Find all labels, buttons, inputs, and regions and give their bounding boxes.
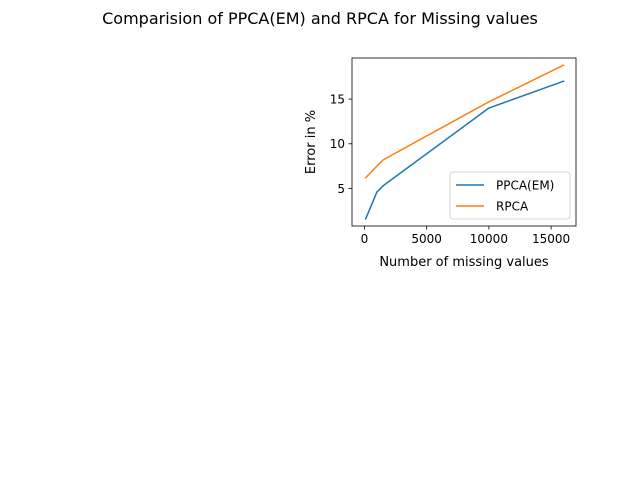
x-tick-label: 5000: [411, 232, 442, 246]
x-axis-label: Number of missing values: [379, 255, 549, 270]
figure-title: Comparision of PPCA(EM) and RPCA for Mis…: [102, 9, 538, 28]
axes: 0 5000 10000 15000 5 10 15 Number of missing …: [304, 57, 577, 270]
series-line-2: [364, 64, 565, 179]
legend-label: RPCA: [496, 199, 529, 213]
legend-label: PPCA(EM): [496, 178, 554, 192]
x-tick-label: 0: [361, 232, 369, 246]
series-lines: [364, 64, 565, 220]
y-tick-label: 5: [337, 182, 345, 196]
x-tick-label: 15000: [532, 232, 570, 246]
plot-frame: [351, 57, 577, 227]
y-axis-label: Error in %: [304, 110, 319, 174]
y-tick-label: 15: [330, 92, 345, 106]
series-line-1: [364, 80, 565, 220]
y-axis-ticks: 5 10 15: [330, 92, 352, 196]
y-tick-label: 10: [330, 137, 345, 151]
x-tick-label: 10000: [470, 232, 508, 246]
x-axis-ticks: 0 5000 10000 15000: [361, 226, 570, 246]
legend-box: [449, 171, 571, 220]
legend: PPCA(EM) RPCA: [449, 171, 571, 220]
